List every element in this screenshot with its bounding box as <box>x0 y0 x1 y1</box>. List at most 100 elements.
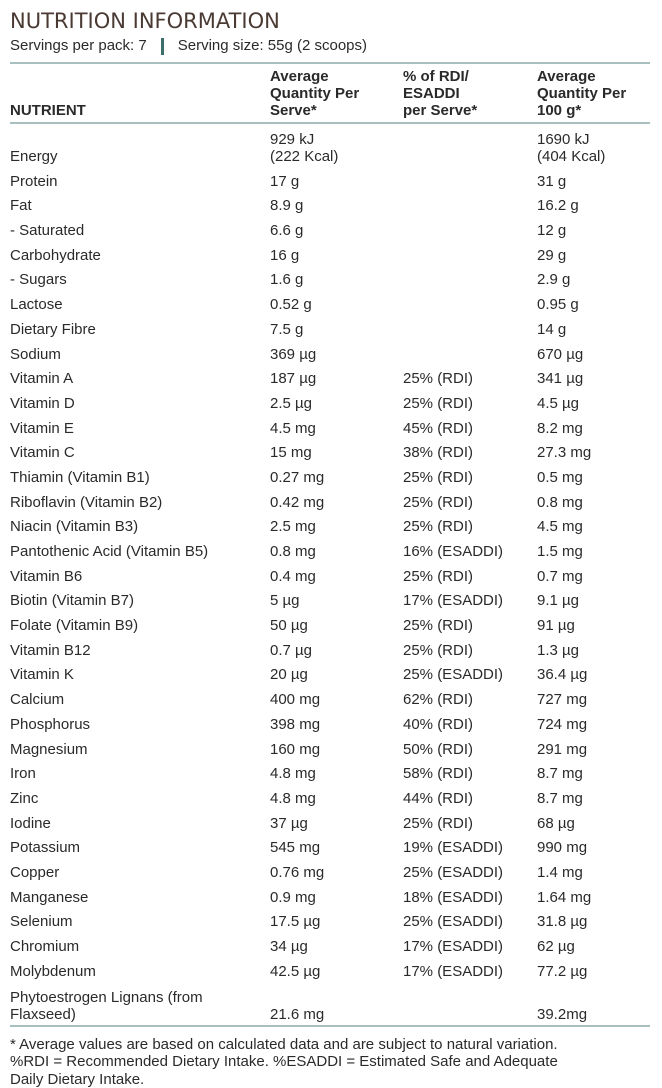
table-row: Potassium 545 mg 19% (ESADDI) 990 mg <box>10 834 650 859</box>
table-row: Riboflavin (Vitamin B2) 0.42 mg 25% (RDI) 0… <box>10 488 650 513</box>
rdi-cell: 17% (ESADDI) <box>403 962 504 980</box>
rdi-cell: 16% (ESADDI) <box>403 543 504 560</box>
nutrient-cell: Selenium <box>10 913 73 931</box>
nutrient-cell: Vitamin B12 <box>10 641 91 659</box>
table-row: Vitamin A 187 µg 25% (RDI) 341 µg <box>10 365 650 390</box>
per-serve-cell: 398 mg <box>270 715 321 733</box>
table-body: Energy 929 kJ (222 Kcal) 1690 kJ (404 Kcal) P… <box>10 123 650 1026</box>
rdi-cell <box>403 192 537 217</box>
table-row: Selenium 17.5 µg 25% (ESADDI) 31.8 µg <box>10 908 650 933</box>
per-100g-cell: 0.5 mg <box>537 468 583 486</box>
nutrient-cell: Protein <box>10 172 58 190</box>
nutrient-cell: Chromium <box>10 938 80 955</box>
nutrient-cell: Pantothenic Acid (Vitamin B5) <box>10 543 209 560</box>
rdi-cell: 25% (RDI) <box>403 493 474 511</box>
per-100g-cell: 4.5 mg <box>537 518 583 536</box>
rdi-cell: 62% (RDI) <box>403 691 474 709</box>
per-serve-cell: 0.8 mg <box>270 543 316 560</box>
rdi-cell <box>403 167 537 192</box>
rdi-cell: 45% (RDI) <box>403 419 474 437</box>
per-100g-cell: 670 µg <box>537 345 584 363</box>
per-serve-cell: 2.5 µg <box>270 394 313 412</box>
rdi-cell <box>403 340 537 365</box>
table-row: Vitamin D 2.5 µg 25% (RDI) 4.5 µg <box>10 389 650 414</box>
table-row: Zinc 4.8 mg 44% (RDI) 8.7 mg <box>10 784 650 809</box>
per-100g-cell: 0.8 mg <box>537 493 583 511</box>
per-serve-cell: 0.76 mg <box>270 863 325 881</box>
nutrient-cell: Iodine <box>10 814 51 832</box>
nutrient-cell: Riboflavin (Vitamin B2) <box>10 493 163 511</box>
nutrient-cell: Calcium <box>10 691 65 709</box>
rdi-cell: 25% (RDI) <box>403 814 474 832</box>
per-100g-cell: 1690 kJ (404 Kcal) <box>537 131 606 165</box>
per-serve-cell: 0.9 mg <box>270 888 316 906</box>
per-serve-cell: 37 µg <box>270 814 308 832</box>
per-100g-cell: 14 g <box>537 320 567 338</box>
per-serve-cell: 0.7 µg <box>270 641 313 659</box>
table-row: Folate (Vitamin B9) 50 µg 25% (RDI) 91 µg <box>10 611 650 636</box>
footnote: * Average values are based on calculated… <box>10 1035 558 1088</box>
rdi-cell: 38% (RDI) <box>403 444 474 462</box>
per-100g-cell: 12 g <box>537 222 567 240</box>
table-row: Niacin (Vitamin B3) 2.5 mg 25% (RDI) 4.5 mg <box>10 513 650 538</box>
table-row: Molybdenum 42.5 µg 17% (ESADDI) 77.2 µg <box>10 957 650 982</box>
per-100g-cell: 727 mg <box>537 691 588 709</box>
table-row: Vitamin C 15 mg 38% (RDI) 27.3 mg <box>10 439 650 464</box>
nutrient-cell: Phosphorus <box>10 715 91 733</box>
per-serve-cell: 16 g <box>270 246 300 264</box>
per-serve-cell: 34 µg <box>270 938 308 955</box>
table-row: Biotin (Vitamin B7) 5 µg 17% (ESADDI) 9.1 µ… <box>10 587 650 612</box>
nutrient-cell: Manganese <box>10 888 89 906</box>
per-100g-cell: 0.95 g <box>537 296 579 314</box>
rdi-cell: 25% (RDI) <box>403 394 474 412</box>
table-row: Phosphorus 398 mg 40% (RDI) 724 mg <box>10 710 650 735</box>
per-serve-cell: 0.52 g <box>270 296 312 314</box>
per-serve-cell: 4.8 mg <box>270 789 316 807</box>
nutrient-cell: Vitamin E <box>10 419 74 437</box>
per-serve-cell: 187 µg <box>270 370 317 388</box>
nutrient-cell: Magnesium <box>10 740 88 758</box>
rdi-cell <box>403 123 537 167</box>
nutrient-cell: Vitamin D <box>10 394 75 412</box>
nutrient-cell: Zinc <box>10 789 39 807</box>
header-per-serve: Average Quantity Per Serve* <box>270 68 360 119</box>
table-row: Energy 929 kJ (222 Kcal) 1690 kJ (404 Kcal) <box>10 123 650 167</box>
rdi-cell: 25% (RDI) <box>403 370 474 388</box>
nutrient-cell: - Saturated <box>10 222 85 240</box>
per-100g-cell: 62 µg <box>537 938 575 955</box>
table-row: Copper 0.76 mg 25% (ESADDI) 1.4 mg <box>10 858 650 883</box>
table-row: Protein 17 g 31 g <box>10 167 650 192</box>
nutrient-cell: Vitamin B6 <box>10 567 83 585</box>
per-serve-cell: 400 mg <box>270 691 321 709</box>
per-serve-cell: 50 µg <box>270 617 308 635</box>
per-serve-cell: 5 µg <box>270 592 300 610</box>
nutrient-cell: Niacin (Vitamin B3) <box>10 518 139 536</box>
table-row: Iron 4.8 mg 58% (RDI) 8.7 mg <box>10 760 650 785</box>
rdi-cell <box>403 216 537 241</box>
table-row: Chromium 34 µg 17% (ESADDI) 62 µg <box>10 932 650 957</box>
per-100g-cell: 31.8 µg <box>537 913 588 931</box>
nutrient-cell: Folate (Vitamin B9) <box>10 617 139 635</box>
per-serve-cell: 6.6 g <box>270 222 304 240</box>
rdi-cell <box>403 241 537 266</box>
per-100g-cell: 8.2 mg <box>537 419 583 437</box>
per-100g-cell: 36.4 µg <box>537 666 588 684</box>
per-serve-cell: 20 µg <box>270 666 308 684</box>
per-100g-cell: 29 g <box>537 246 567 264</box>
per-100g-cell: 39.2mg <box>537 1005 588 1023</box>
per-100g-cell: 1.5 mg <box>537 543 583 560</box>
rdi-cell <box>403 982 537 1026</box>
table-header-row: NUTRIENT Average Quantity Per Serve* % o… <box>10 63 650 123</box>
table-row: - Sugars 1.6 g 2.9 g <box>10 266 650 291</box>
rdi-cell: 25% (RDI) <box>403 641 474 659</box>
per-100g-cell: 8.7 mg <box>537 765 583 783</box>
serving-size: Serving size: 55g (2 scoops) <box>177 37 368 54</box>
per-100g-cell: 990 mg <box>537 839 588 857</box>
servings-per-pack: Servings per pack: 7 <box>10 37 147 54</box>
per-100g-cell: 27.3 mg <box>537 444 592 462</box>
nutrient-cell: Fat <box>10 197 32 215</box>
rdi-cell: 17% (ESADDI) <box>403 592 504 610</box>
table-row: Carbohydrate 16 g 29 g <box>10 241 650 266</box>
table-row: Lactose 0.52 g 0.95 g <box>10 290 650 315</box>
serving-info: Servings per pack: 7 Serving size: 55g (… <box>10 35 662 57</box>
